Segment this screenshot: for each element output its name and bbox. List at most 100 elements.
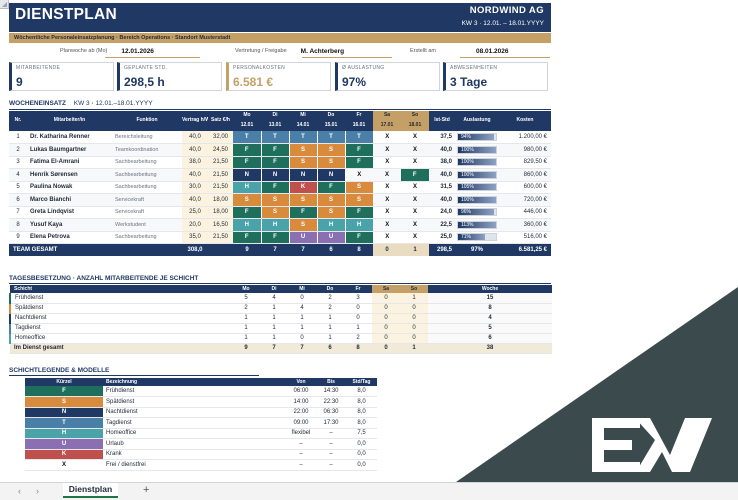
shift-cell[interactable]: F <box>317 181 346 194</box>
shift-cell[interactable]: N <box>233 168 262 182</box>
shift-cell[interactable]: T <box>233 131 262 144</box>
shift-cell[interactable]: F <box>289 206 318 219</box>
shift-cell[interactable]: F <box>401 168 430 182</box>
employee-row[interactable]: 8 Yusuf Kaya Werkstudent 20,0 16,50 H H S H H X X 22… <box>9 218 551 232</box>
shift-cell[interactable]: S <box>289 218 318 232</box>
shift-cell[interactable]: U <box>317 231 346 244</box>
shift-cell[interactable]: S <box>317 143 346 157</box>
utilization-fill <box>458 196 496 203</box>
contract-hours[interactable]: 30,0 <box>182 181 208 194</box>
shift-cell[interactable]: F <box>233 206 262 219</box>
contract-hours[interactable]: 38,0 <box>182 156 208 169</box>
prev-sheet-button[interactable]: ‹ <box>18 486 21 496</box>
hourly-rate[interactable]: 18,00 <box>208 193 233 207</box>
shift-cell[interactable]: X <box>401 156 429 169</box>
employee-row[interactable]: 9 Elena Petrova Sachbearbeitung 35,0 21,50 F F… <box>9 231 551 244</box>
shift-cell[interactable]: F <box>345 206 374 219</box>
shift-cell[interactable]: H <box>233 218 262 232</box>
shift-cell[interactable]: S <box>261 206 290 219</box>
shift-cell[interactable]: X <box>373 168 401 182</box>
contract-hours[interactable]: 40,0 <box>182 131 208 144</box>
sheet-tab-dienstplan[interactable]: Dienstplan <box>63 483 118 498</box>
shift-cell[interactable]: X <box>345 168 373 182</box>
shift-cell[interactable]: X <box>401 206 429 219</box>
shift-cell[interactable]: S <box>317 156 346 169</box>
shift-cell[interactable]: F <box>345 231 374 244</box>
shift-cell[interactable]: X <box>373 143 401 157</box>
shift-cell[interactable]: S <box>345 181 374 194</box>
shift-cell[interactable]: S <box>345 193 374 207</box>
shift-cell[interactable]: H <box>345 218 374 232</box>
shift-cell[interactable]: T <box>317 131 346 144</box>
shift-cell[interactable]: X <box>401 131 429 144</box>
planwoche-value[interactable]: 12.01.2026 <box>121 47 154 55</box>
hourly-rate[interactable]: 21,50 <box>208 231 233 244</box>
shift-cell[interactable]: X <box>373 231 401 244</box>
shift-cell[interactable]: H <box>233 181 262 194</box>
contract-hours[interactable]: 20,0 <box>182 218 208 232</box>
shift-cell[interactable]: K <box>289 181 318 194</box>
add-sheet-button[interactable]: + <box>143 484 150 496</box>
contract-hours[interactable]: 25,0 <box>182 206 208 219</box>
shift-cell[interactable]: U <box>289 231 318 244</box>
shift-cell[interactable]: H <box>317 218 346 232</box>
employee-row[interactable]: 3 Fatima El-Amrani Sachbearbeitung 38,0 21,5… <box>9 156 551 169</box>
contract-hours[interactable]: 40,0 <box>182 193 208 207</box>
vertretung-value[interactable]: M. Achterberg <box>300 47 345 55</box>
shift-cell[interactable]: F <box>261 181 290 194</box>
next-sheet-button[interactable]: › <box>36 486 39 496</box>
hourly-rate[interactable]: 32,00 <box>208 131 233 144</box>
contract-hours[interactable]: 35,0 <box>182 231 208 244</box>
shift-name: Frühdienst <box>9 293 232 304</box>
shift-cell[interactable]: N <box>261 168 290 182</box>
shift-cell[interactable]: X <box>401 193 429 207</box>
shift-cell[interactable]: S <box>289 156 318 169</box>
shift-cell[interactable]: F <box>345 156 374 169</box>
shift-cell[interactable]: S <box>317 206 346 219</box>
shift-cell[interactable]: S <box>261 193 290 207</box>
employee-row[interactable]: 7 Greta Lindqvist Servicekraft 25,0 18,00 F S F… <box>9 206 551 219</box>
hourly-rate[interactable]: 21,50 <box>208 156 233 169</box>
employee-row[interactable]: 6 Marco Bianchi Servicekraft 40,0 18,00 S S S S S… <box>9 193 551 207</box>
shift-cell[interactable]: X <box>373 181 401 194</box>
shift-cell[interactable]: X <box>401 181 429 194</box>
shift-cell[interactable]: T <box>289 131 318 144</box>
shift-cell[interactable]: X <box>373 156 401 169</box>
shift-cell[interactable]: S <box>289 193 318 207</box>
shift-cell[interactable]: F <box>233 143 262 157</box>
select-all-corner[interactable] <box>0 0 9 9</box>
shift-cell[interactable]: X <box>373 131 401 144</box>
employee-row[interactable]: 2 Lukas Baumgartner Teamkoordination 40,0 24… <box>9 143 551 157</box>
shift-cell[interactable]: S <box>317 193 346 207</box>
shift-cell[interactable]: F <box>261 156 290 169</box>
employee-row[interactable]: 1 Dr. Katharina Renner Bereichsleitung 40,0… <box>9 131 551 144</box>
erstellt-value[interactable]: 08.01.2026 <box>475 47 509 55</box>
shift-cell[interactable]: S <box>233 193 262 207</box>
employee-row[interactable]: 4 Henrik Sørensen Sachbearbeitung 40,0 21,50… <box>9 168 551 182</box>
shift-cell[interactable]: N <box>289 168 318 182</box>
contract-hours[interactable]: 40,0 <box>182 168 208 182</box>
shift-cell[interactable]: X <box>373 206 401 219</box>
shift-cell[interactable]: X <box>401 143 429 157</box>
shift-cell[interactable]: X <box>401 231 429 244</box>
shift-cell[interactable]: H <box>261 218 290 232</box>
hourly-rate[interactable]: 21,50 <box>208 168 233 182</box>
hourly-rate[interactable]: 18,00 <box>208 206 233 219</box>
contract-hours[interactable]: 40,0 <box>182 143 208 157</box>
shift-cell[interactable]: S <box>289 143 318 157</box>
shift-cell[interactable]: X <box>373 193 401 207</box>
shift-cell[interactable]: N <box>317 168 346 182</box>
shift-cell[interactable]: F <box>233 231 262 244</box>
hourly-rate[interactable]: 21,50 <box>208 181 233 194</box>
shift-cell[interactable]: F <box>345 143 374 157</box>
shift-cell[interactable]: X <box>373 218 401 232</box>
shift-cell[interactable]: T <box>345 131 374 144</box>
employee-row[interactable]: 5 Paulina Nowak Sachbearbeitung 30,0 21,50 H F… <box>9 181 551 194</box>
hourly-rate[interactable]: 16,50 <box>208 218 233 232</box>
hourly-rate[interactable]: 24,50 <box>208 143 233 157</box>
shift-cell[interactable]: T <box>261 131 290 144</box>
shift-cell[interactable]: F <box>261 143 290 157</box>
shift-cell[interactable]: F <box>233 156 262 169</box>
shift-cell[interactable]: F <box>261 231 290 244</box>
shift-cell[interactable]: X <box>401 218 429 232</box>
